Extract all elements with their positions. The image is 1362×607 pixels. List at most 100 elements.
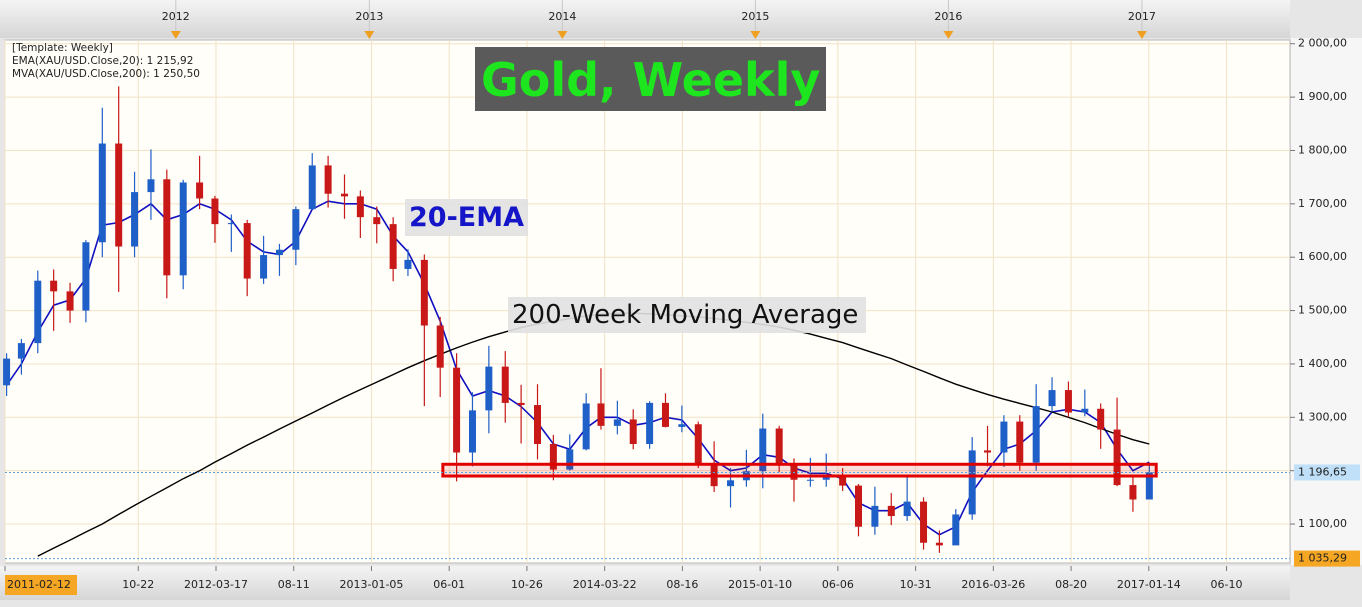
y-tick-label: 1 500,00	[1298, 304, 1347, 317]
year-marker	[1136, 31, 1147, 39]
y-tick-label: 1 900,00	[1298, 90, 1347, 103]
candle-body	[759, 428, 767, 472]
y-tick-label: 1 800,00	[1298, 143, 1347, 156]
year-marker	[943, 31, 954, 39]
candle-body	[613, 419, 621, 426]
candle-body	[179, 182, 187, 276]
top-axis-strip	[0, 0, 1290, 38]
candle-body	[903, 501, 911, 517]
candle-body	[1016, 421, 1024, 463]
candle-body	[534, 405, 542, 444]
year-marker	[750, 31, 761, 39]
bottom-axis-strip	[0, 566, 1290, 600]
candle-body	[211, 198, 219, 225]
candle-body	[968, 450, 976, 515]
year-marker	[557, 31, 568, 39]
candle-body	[1097, 408, 1105, 430]
year-marker	[364, 31, 375, 39]
candle-body	[243, 223, 251, 279]
right-axis-strip	[1291, 38, 1362, 565]
x-tick-label: 2012-03-17	[184, 578, 248, 591]
candle-body	[468, 410, 476, 453]
candle-body	[727, 480, 735, 487]
candle-body	[1032, 406, 1040, 463]
legend-entry: [Template: Weekly]	[12, 42, 113, 54]
price-label-box	[1294, 550, 1360, 567]
candle-body	[646, 402, 654, 444]
y-tick-label: 1 400,00	[1298, 357, 1347, 370]
x-tick-label: 08-11	[278, 578, 310, 591]
support-zone	[441, 462, 1158, 478]
year-tick-label: 2017	[1128, 10, 1156, 23]
x-tick-label: 2017-01-14	[1117, 578, 1181, 591]
legend-entry: EMA(XAU/USD.Close,20): 1 215,92	[12, 55, 193, 67]
candle-body	[822, 476, 830, 480]
annotation: 200-Week Moving Average	[508, 297, 867, 333]
candle-body	[920, 501, 928, 543]
y-tick-label: 1 600,00	[1298, 250, 1347, 263]
y-tick-label: 1 100,00	[1298, 517, 1347, 530]
x-tick-label: 06-01	[433, 578, 465, 591]
candle-body	[34, 280, 42, 344]
candle-body	[678, 424, 686, 427]
candle-body	[806, 479, 814, 481]
candle-body	[324, 165, 332, 194]
candle-body	[485, 366, 493, 411]
candle-body	[1064, 390, 1072, 413]
candle-body	[436, 325, 444, 368]
candle-body	[1000, 421, 1008, 453]
candle-body	[887, 505, 895, 517]
x-tick-label: 08-16	[666, 578, 698, 591]
candle-body	[115, 143, 123, 247]
x-tick-label: 10-22	[122, 578, 154, 591]
candle-body	[566, 449, 574, 470]
candle-body	[404, 259, 412, 269]
year-tick-label: 2015	[741, 10, 769, 23]
price-label-box	[1294, 464, 1360, 481]
y-tick-label: 2 000,00	[1298, 37, 1347, 50]
candle-body	[50, 280, 58, 292]
year-marker	[170, 31, 181, 39]
x-tick-label: 2014-03-22	[573, 578, 637, 591]
candle-body	[260, 255, 268, 279]
candle-body	[163, 179, 171, 276]
x-tick-label: 10-26	[511, 578, 543, 591]
candle-body	[694, 424, 702, 466]
candle-body	[854, 485, 862, 527]
candle-body	[373, 217, 381, 225]
price-label: 1 035,29	[1298, 552, 1347, 565]
candle-body	[17, 343, 25, 359]
candle-body	[984, 450, 992, 453]
year-tick-label: 2014	[548, 10, 576, 23]
candle-body	[3, 358, 11, 386]
x-tick-label: 2016-03-26	[961, 578, 1025, 591]
candle-body	[501, 366, 509, 403]
chart-title: Gold, Weekly	[475, 47, 827, 111]
candle-body	[292, 209, 300, 250]
candle-body	[1145, 472, 1153, 500]
price-label: 1 196,65	[1298, 465, 1347, 478]
candle-body	[582, 403, 590, 450]
x-tick-label: 06-10	[1211, 578, 1243, 591]
candle-body	[1081, 408, 1089, 413]
candle-body	[82, 242, 90, 311]
candle-body	[935, 542, 943, 546]
candle-body	[839, 476, 847, 486]
candle-body	[775, 428, 783, 465]
candle-body	[131, 192, 139, 247]
candle-body	[661, 402, 669, 427]
x-tick-label: 2013-01-05	[339, 578, 403, 591]
year-tick-label: 2016	[934, 10, 962, 23]
candle-body	[308, 165, 316, 210]
candle-body	[629, 419, 637, 444]
year-tick-label: 2012	[162, 10, 190, 23]
candle-body	[98, 143, 106, 243]
candle-body	[66, 291, 74, 311]
year-tick-label: 2013	[355, 10, 383, 23]
candle-body	[356, 196, 364, 218]
x-tick-label-box	[5, 575, 77, 595]
legend-entry: MVA(XAU/USD.Close,200): 1 250,50	[12, 68, 200, 80]
candle-body	[227, 223, 235, 225]
annotation: 20-EMA	[405, 199, 528, 236]
